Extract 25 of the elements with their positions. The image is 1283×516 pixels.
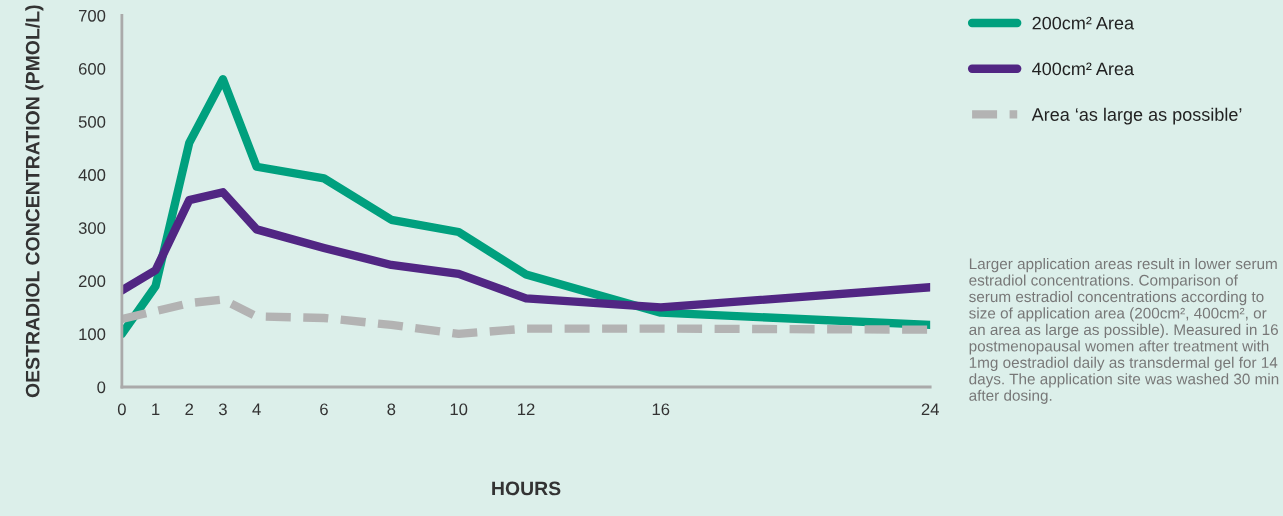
y-tick-label: 700 [78, 9, 106, 22]
y-tick-label: 300 [78, 222, 106, 234]
y-tick-label: 500 [78, 116, 106, 128]
legend-label: Area ‘as large as possible’ [1031, 107, 1242, 125]
x-tick-label: 0 [117, 403, 126, 416]
y-tick-label: 200 [78, 275, 106, 288]
text: Larger application areas result in lower serum estradiol concentrations. Comparison of serum estradiol concentrations according to size of application area (200cm², 400cm², or an area as large as possible). Measured in 16 postmenopausal women after treatment with 1mg oestradiol daily as transdermal gel for 14 days. The application site was washed 30 min after dosing. [969, 258, 1279, 404]
x-tick-label: 1 [152, 403, 160, 416]
x-tick-label: 4 [252, 403, 261, 416]
x-tick-label: 8 [387, 403, 396, 416]
y-tick-label: 0 [97, 381, 106, 394]
y-axis-title: OESTRADIOL CONCENTRATION (PMOL/L) [25, 5, 44, 398]
x-tick-label: 3 [218, 403, 227, 416]
x-tick-label: 6 [320, 403, 328, 416]
x-tick-label: 10 [450, 403, 468, 416]
y-tick-label: 400 [78, 169, 106, 181]
x-tick-label: 24 [921, 403, 939, 416]
x-tick-label: 2 [185, 403, 194, 416]
x-tick-label: 12 [518, 403, 535, 416]
legend-label: 400cm² Area [1032, 62, 1135, 76]
x-tick-label: 16 [652, 403, 670, 416]
y-tick-label: 600 [78, 62, 106, 75]
y-tick-label: 100 [79, 328, 106, 341]
legend-label: 200cm² Area [1032, 16, 1135, 30]
x-axis-title: HOURS [492, 481, 561, 496]
